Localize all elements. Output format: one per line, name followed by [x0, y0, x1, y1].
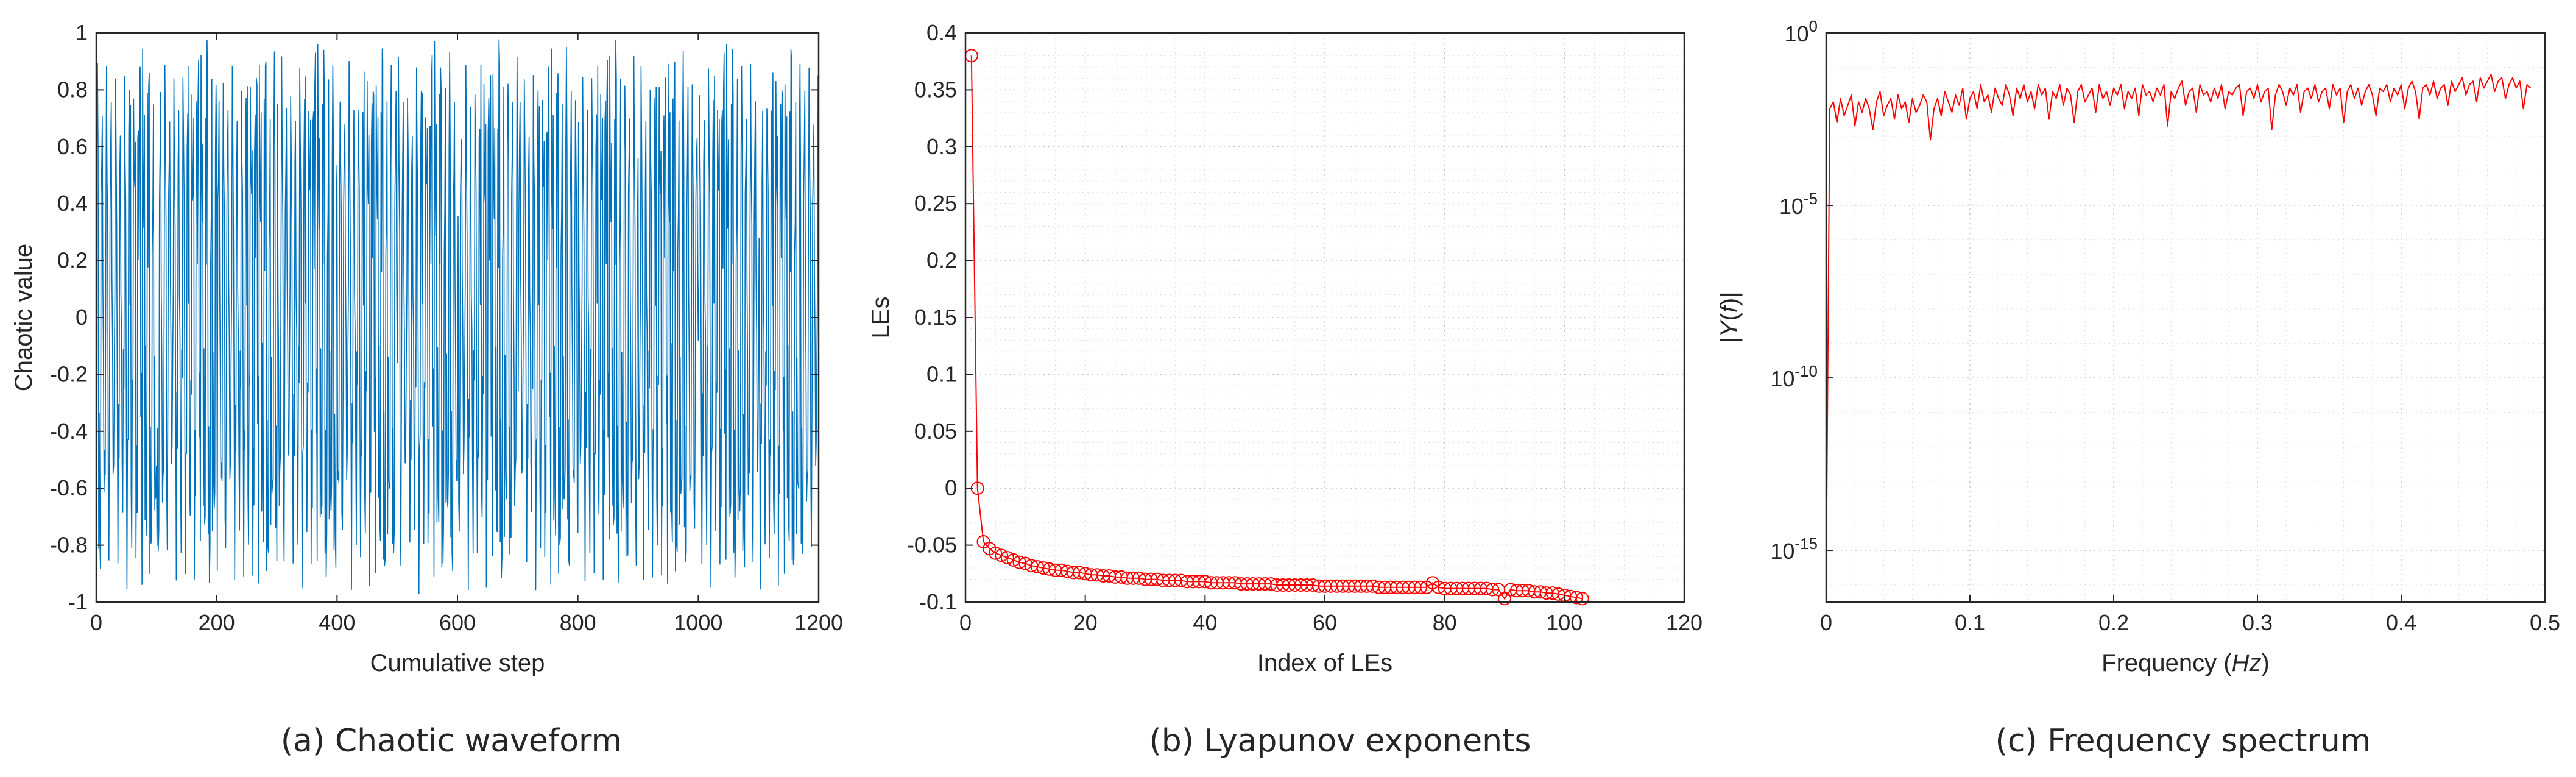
lyapunov-point-marker	[1570, 591, 1583, 605]
spectrum-marks	[1826, 73, 2532, 585]
chaotic-waveform-ylabel: Chaotic value	[10, 244, 37, 391]
chaotic-waveform-xtick-label: 600	[439, 610, 476, 635]
chaotic-waveform-ytick-label: 0.6	[57, 134, 88, 159]
spectrum-xlabel-unit: Hz	[2232, 650, 2262, 676]
lyapunov-xtick-label: 0	[959, 610, 972, 635]
lyapunov-ytick-label: 0.2	[926, 248, 957, 273]
chaotic-waveform-xtick-label: 1200	[794, 610, 843, 635]
lyapunov-caption: (b) Lyapunov exponents	[1149, 723, 1531, 759]
chaotic-waveform-ytick-label: -1	[68, 589, 88, 614]
lyapunov-plot-frame	[964, 32, 1685, 603]
spectrum-xlabel: Frequency (Hz)	[2101, 650, 2270, 676]
spectrum-ytick-label: 10-10	[1770, 362, 1818, 391]
spectrum-xlabel-suffix: )	[2261, 650, 2269, 676]
chaotic-waveform-ytick-label: 0.4	[57, 191, 88, 216]
spectrum-xlabel-prefix: Frequency (	[2101, 650, 2232, 676]
spectrum-ytick-base: 10	[1770, 539, 1794, 564]
chaotic-waveform-ytick-label: 0.2	[57, 248, 88, 273]
lyapunov-point-marker	[1414, 580, 1428, 594]
lyapunov-point-marker	[1012, 555, 1026, 569]
lyapunov-ytick-label: 0.15	[914, 305, 957, 330]
lyapunov-point-marker	[1486, 583, 1500, 597]
chaotic-waveform-marks	[96, 39, 819, 594]
lyapunov-ytick-label: -0.05	[907, 533, 957, 558]
lyapunov-ytick-label: 0.25	[914, 191, 957, 216]
lyapunov-ytick-label: 0.4	[926, 20, 957, 45]
chaotic-waveform-ytick-label: -0.8	[50, 533, 88, 558]
spectrum-xtick-label: 0.5	[2530, 610, 2560, 635]
lyapunov-ytick-label: 0.35	[914, 77, 957, 102]
lyapunov-marks	[964, 49, 1589, 606]
spectrum-ytick-exponent: 0	[1809, 17, 1818, 35]
lyapunov-xtick-label: 60	[1313, 610, 1337, 635]
lyapunov-point-marker	[1000, 551, 1014, 565]
lyapunov-ytick-label: 0	[945, 475, 957, 500]
spectrum-ytick-label: 10-5	[1779, 190, 1818, 219]
lyapunov-xtick-label: 120	[1666, 610, 1703, 635]
spectrum-series-line	[1826, 73, 2532, 585]
lyapunov-point-marker	[995, 548, 1008, 562]
spectrum-ytick-base: 10	[1770, 366, 1794, 391]
lyapunov-point-marker	[1018, 556, 1032, 570]
lyapunov-xtick-label: 20	[1073, 610, 1098, 635]
lyapunov-ytick-label: -0.1	[919, 589, 957, 614]
chaotic-waveform-xtick-label: 800	[560, 610, 596, 635]
panel-chaotic-waveform: 0 200 400 600 800 1000 1200 -1 -0.8 -0.6 -0.4 -0.2 0…	[10, 20, 843, 759]
lyapunov-ytick-label: 0.1	[926, 361, 957, 386]
lyapunov-ylabel: LEs	[867, 297, 894, 339]
chaotic-waveform-plot-frame	[95, 32, 820, 603]
panel-lyapunov-exponents: 0 20 40 60 80 100 120 -0.1 -0.05 0 0.05 0.1 0.15 0.2 0…	[867, 20, 1703, 759]
spectrum-xtick-label: 0.3	[2242, 610, 2273, 635]
spectrum-ytick-exponent: -5	[1804, 190, 1818, 208]
spectrum-ytick-exponent: -10	[1794, 362, 1818, 380]
spectrum-ylabel-part: Y	[1716, 319, 1743, 337]
chaotic-waveform-xtick-label: 400	[319, 610, 355, 635]
spectrum-ytick-label: 100	[1784, 17, 1818, 46]
chaotic-waveform-ytick-label: -0.4	[50, 419, 88, 444]
chaotic-waveform-series-line	[96, 39, 819, 594]
lyapunov-point-marker	[1006, 553, 1020, 567]
chaotic-waveform-ytick-label: -0.2	[50, 361, 88, 386]
lyapunov-plot-background	[965, 33, 1684, 602]
chaotic-waveform-xlabel: Cumulative step	[370, 650, 545, 676]
spectrum-xtick-label: 0	[1820, 610, 1832, 635]
spectrum-ylabel-part: )|	[1716, 291, 1743, 306]
lyapunov-xlabel: Index of LEs	[1257, 650, 1392, 676]
spectrum-ylabel-part: |	[1716, 337, 1743, 343]
chaotic-waveform-xtick-label: 200	[199, 610, 235, 635]
lyapunov-point-marker	[989, 546, 1003, 560]
spectrum-ylabel-part: (	[1716, 313, 1743, 321]
lyapunov-ytick-label: 0.05	[914, 419, 957, 444]
lyapunov-xtick-label: 100	[1546, 610, 1583, 635]
spectrum-xtick-label: 0.2	[2098, 610, 2129, 635]
spectrum-plot-frame	[1825, 32, 2546, 603]
chaotic-waveform-xtick-label: 1000	[674, 610, 722, 635]
spectrum-caption: (c) Frequency spectrum	[1996, 723, 2371, 759]
lyapunov-ytick-label: 0.3	[926, 134, 957, 159]
spectrum-ytick-label: 10-15	[1770, 534, 1818, 564]
spectrum-xtick-label: 0.4	[2386, 610, 2416, 635]
chaotic-waveform-ytick-label: -0.6	[50, 475, 88, 500]
spectrum-ytick-base: 10	[1784, 21, 1808, 46]
spectrum-ytick-exponent: -15	[1794, 534, 1818, 553]
chaotic-waveform-caption: (a) Chaotic waveform	[281, 723, 622, 759]
spectrum-grid	[1826, 32, 2546, 602]
chaotic-waveform-xtick-label: 0	[90, 610, 102, 635]
spectrum-xtick-label: 0.1	[1955, 610, 1985, 635]
lyapunov-xtick-label: 40	[1193, 610, 1217, 635]
lyapunov-xtick-label: 80	[1433, 610, 1457, 635]
lyapunov-point-marker	[1575, 592, 1589, 606]
chaotic-waveform-ytick-label: 0	[76, 305, 88, 330]
spectrum-ytick-base: 10	[1779, 194, 1804, 219]
lyapunov-ticks: 0 20 40 60 80 100 120 -0.1 -0.05 0 0.05 0.1 0.15 0.2 0…	[907, 20, 1703, 635]
chaotic-waveform-ticks: 0 200 400 600 800 1000 1200 -1 -0.8 -0.6 -0.4 -0.2 0…	[50, 20, 843, 635]
spectrum-ylabel: |Y(f)|	[1716, 291, 1743, 343]
chaotic-waveform-ytick-label: 0.8	[57, 77, 88, 102]
chaotic-waveform-ytick-label: 1	[76, 20, 88, 45]
